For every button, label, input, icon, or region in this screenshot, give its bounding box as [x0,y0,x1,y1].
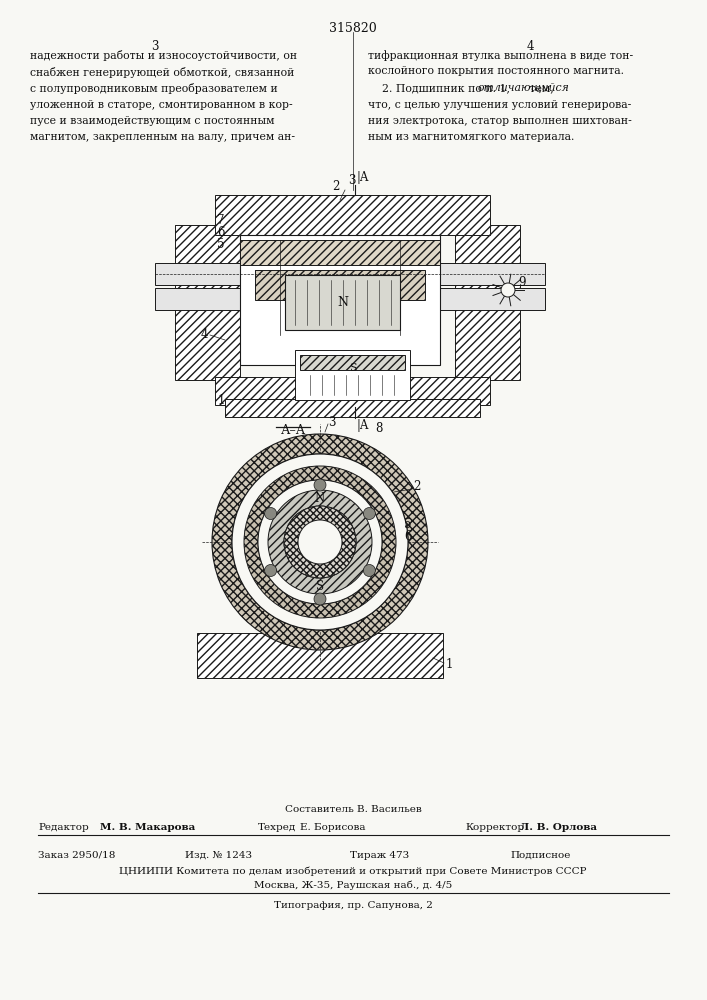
Text: 3: 3 [151,40,159,53]
Text: Е. Борисова: Е. Борисова [300,823,366,832]
Bar [240,240,440,265]
Text: ЦНИИПИ Комитета по делам изобретений и открытий при Совете Министров СССР: ЦНИИПИ Комитета по делам изобретений и о… [119,866,587,876]
Text: надежности работы и износоустойчивости, он: надежности работы и износоустойчивости, … [30,50,297,61]
Text: |A: |A [357,419,369,432]
Text: что, с целью улучшения условий генерирова-: что, с целью улучшения условий генериров… [368,100,631,109]
Text: магнитом, закрепленным на валу, причем ан-: магнитом, закрепленным на валу, причем а… [30,132,295,142]
Text: 315820: 315820 [329,22,377,35]
Wedge shape [244,466,396,618]
Circle shape [363,564,375,576]
Text: отличающийся: отличающийся [478,83,570,93]
Circle shape [258,480,382,604]
Circle shape [501,283,515,297]
Text: 7: 7 [218,214,225,227]
Text: 6: 6 [218,226,225,238]
Wedge shape [268,490,372,594]
Text: Изд. № 1243: Изд. № 1243 [185,851,252,860]
Bar [455,225,520,380]
Text: |A: |A [357,171,369,184]
Text: А–А: А–А [281,424,305,437]
Bar [240,240,440,265]
Circle shape [314,593,326,605]
Circle shape [284,506,356,578]
Text: пусе и взаимодействующим с постоянным: пусе и взаимодействующим с постоянным [30,116,274,126]
Circle shape [264,564,276,576]
Circle shape [363,508,375,520]
Text: Редактор: Редактор [38,823,89,832]
Text: 2. Подшипник по п. 1,: 2. Подшипник по п. 1, [368,83,513,93]
Bar [215,195,490,235]
Text: кослойного покрытия постоянного магнита.: кослойного покрытия постоянного магнита. [368,66,624,77]
Bar [215,195,490,235]
Text: ния электротока, статор выполнен шихтован-: ния электротока, статор выполнен шихтова… [368,116,632,126]
Text: с полупроводниковым преобразователем и: с полупроводниковым преобразователем и [30,83,278,94]
Bar [155,288,545,310]
Text: 5: 5 [218,237,225,250]
Bar [300,355,405,370]
Text: снабжен генерирующей обмоткой, связанной: снабжен генерирующей обмоткой, связанной [30,66,294,78]
Wedge shape [212,434,428,650]
Bar [240,235,440,365]
Bar [300,355,405,370]
Text: 1: 1 [446,658,453,672]
Circle shape [314,479,326,491]
Text: ным из магнитомягкого материала.: ным из магнитомягкого материала. [368,132,574,142]
Text: N: N [315,491,325,504]
Text: тем,: тем, [526,83,554,93]
Text: Москва, Ж-35, Раушская наб., д. 4/5: Москва, Ж-35, Раушская наб., д. 4/5 [254,881,452,890]
Text: Тираж 473: Тираж 473 [350,851,409,860]
Text: тифракционная втулка выполнена в виде тон-: тифракционная втулка выполнена в виде то… [368,50,633,61]
Bar [255,270,425,300]
Bar [175,225,240,380]
Text: 6: 6 [404,530,411,544]
Text: Составитель В. Васильев: Составитель В. Васильев [285,805,421,814]
Circle shape [264,508,276,520]
Text: Подписное: Подписное [510,851,571,860]
Circle shape [298,520,342,564]
Text: N: N [337,296,348,309]
Bar [225,399,480,417]
Text: уложенной в статоре, смонтированном в кор-: уложенной в статоре, смонтированном в ко… [30,100,293,109]
Bar [215,377,490,405]
Text: S: S [316,580,324,592]
Bar [225,399,480,417]
Text: Л. В. Орлова: Л. В. Орлова [520,823,597,832]
Bar [175,225,240,380]
Bar [285,275,400,330]
Text: Корректор: Корректор [465,823,524,832]
Text: S: S [349,363,356,373]
Bar [197,633,443,678]
Bar [255,270,425,300]
Text: М. В. Макарова: М. В. Макарова [100,823,195,832]
Text: 3: 3 [328,416,336,428]
Text: 2. Подшипник по п. 1,: 2. Подшипник по п. 1, [368,83,513,93]
Bar [295,350,410,400]
Text: 4: 4 [201,328,208,342]
Text: 3: 3 [348,174,356,187]
Text: 2: 2 [332,180,339,193]
Bar [215,377,490,405]
Text: 2: 2 [413,481,421,493]
Bar [197,633,443,678]
Text: 9: 9 [518,275,525,288]
Text: Техред: Техред [258,823,296,832]
Text: 5: 5 [404,518,411,530]
Bar [455,225,520,380]
Bar [155,263,545,285]
Text: Заказ 2950/18: Заказ 2950/18 [38,851,115,860]
Text: Типография, пр. Сапунова, 2: Типография, пр. Сапунова, 2 [274,901,433,910]
Text: 8: 8 [375,422,382,435]
Circle shape [232,454,408,630]
Text: 4: 4 [526,40,534,53]
Text: 1: 1 [218,393,225,406]
